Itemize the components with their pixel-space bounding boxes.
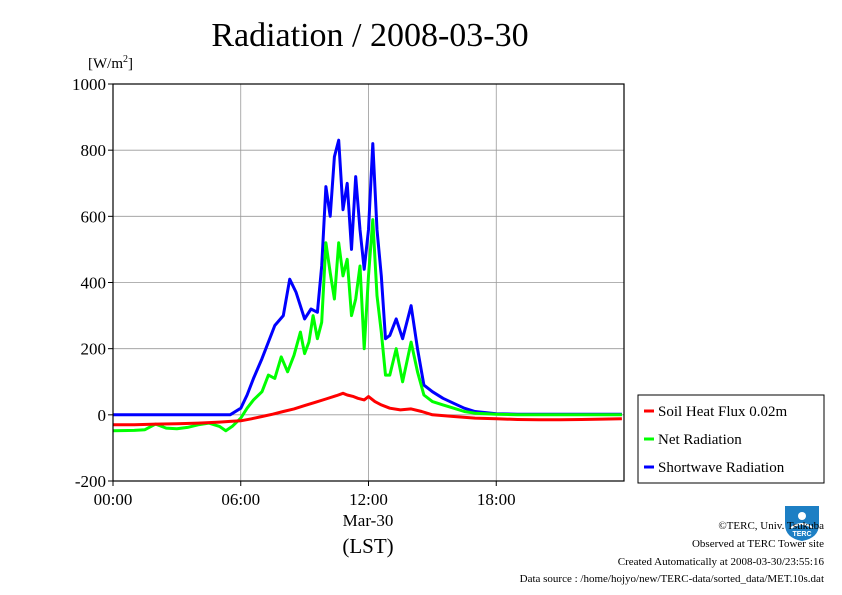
- y-tick-label: 400: [81, 274, 107, 293]
- y-unit-label: [W/m2]: [88, 54, 133, 72]
- legend: Soil Heat Flux 0.02m Net Radiation Shortwa…: [637, 394, 825, 484]
- legend-entry-label: Soil Heat Flux 0.02m: [658, 404, 788, 420]
- series-line-soil-heat-flux-0-02m: [113, 391, 622, 427]
- y-tick-label: 600: [81, 207, 107, 226]
- x-date-label: Mar-30: [343, 511, 394, 530]
- series-line-shortwave-radiation: [113, 138, 622, 417]
- x-tick-label: 12:00: [349, 490, 388, 509]
- chart-title: Radiation / 2008-03-30: [211, 17, 528, 54]
- y-tick-label: 1000: [72, 75, 106, 94]
- legend-box: [637, 394, 825, 484]
- y-unit-close: ]: [128, 56, 133, 72]
- x-axis: 00:00 06:00 12:00 18:00: [94, 481, 516, 509]
- credit-created: Created Automatically at 2008-03-30/23:5…: [617, 556, 824, 568]
- series-line-net-radiation: [112, 218, 622, 433]
- logo-text: TERC: [792, 531, 811, 538]
- y-unit-base: [W/m: [88, 56, 123, 72]
- y-unit-sup: 2: [123, 54, 128, 65]
- legend-entry-label: Net Radiation: [658, 432, 742, 448]
- y-axis: -200 0 200 400 600 800 1000: [72, 75, 113, 491]
- legend-entry-label: Shortwave Radiation: [658, 460, 785, 476]
- x-axis-label: (LST): [342, 534, 393, 558]
- x-tick-label: 18:00: [477, 490, 516, 509]
- credit-observed: Observed at TERC Tower site: [691, 538, 824, 550]
- series-layer: [112, 138, 622, 433]
- y-tick-label: 200: [81, 340, 107, 359]
- y-tick-label: 0: [98, 406, 107, 425]
- y-tick-label: -200: [75, 472, 106, 491]
- credit-source: Data source : /home/hojyo/new/TERC-data/…: [519, 573, 824, 585]
- x-tick-label: 06:00: [221, 490, 260, 509]
- credit-copyright: ©TERC, Univ. Tsukuba: [718, 520, 824, 532]
- terc-logo: TERC: [781, 502, 823, 542]
- x-tick-label: 00:00: [94, 490, 133, 509]
- y-tick-label: 800: [81, 141, 107, 160]
